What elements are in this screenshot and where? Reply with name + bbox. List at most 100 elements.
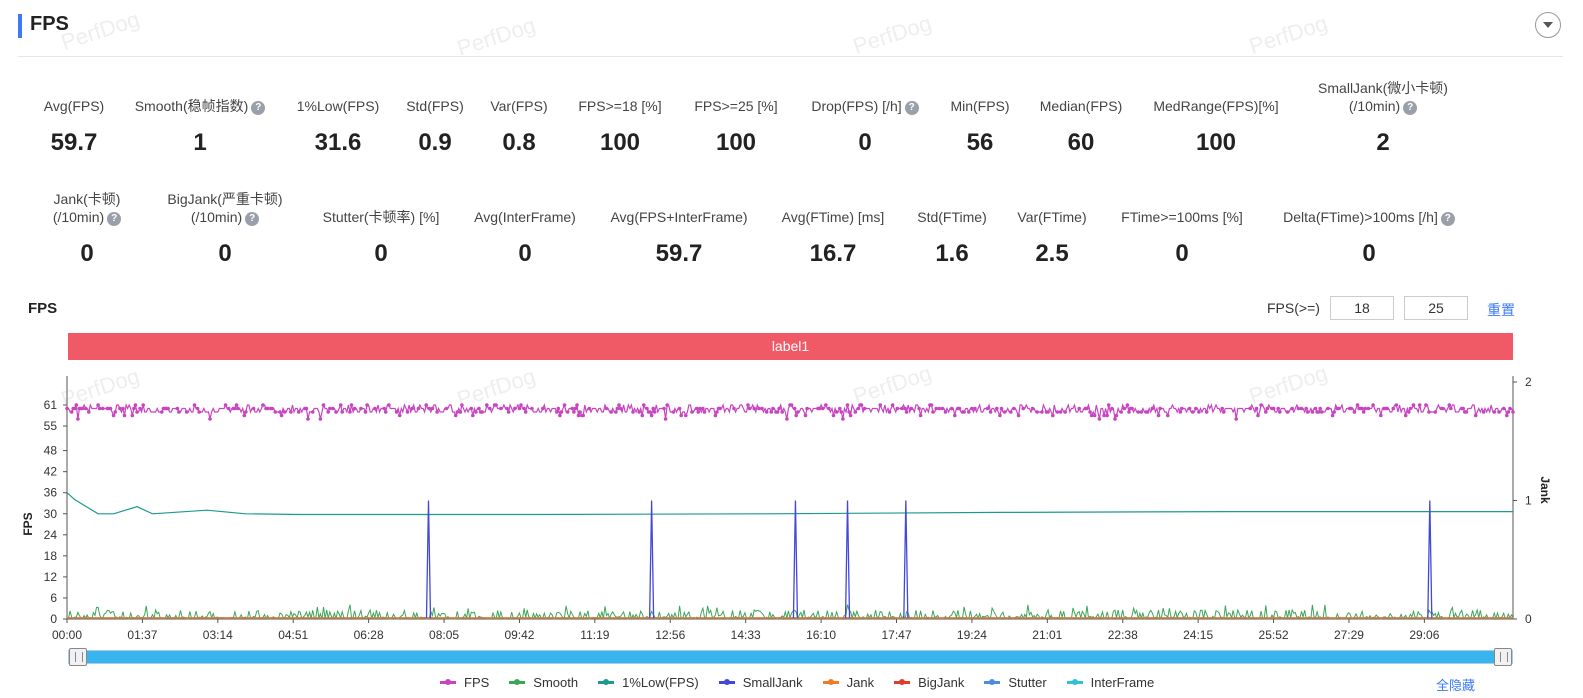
fps-point	[694, 406, 699, 411]
fps-point	[555, 410, 559, 414]
fps-point	[488, 406, 492, 411]
help-question-icon[interactable]: ?	[251, 101, 266, 115]
label-bar[interactable]: label1	[68, 333, 1513, 360]
y-tick-label-7: 42	[44, 465, 58, 479]
legend-item-bigjank[interactable]: BigJank	[894, 674, 964, 690]
fps-point	[477, 406, 481, 411]
help-question-icon[interactable]: ?	[1403, 101, 1418, 115]
fps-point	[746, 403, 750, 407]
fps-threshold-input-2[interactable]	[1404, 296, 1468, 320]
fps-point	[1259, 403, 1263, 407]
fps-point	[244, 410, 248, 414]
help-question-icon[interactable]: ?	[245, 212, 260, 226]
x-tick-label-6: 09:42	[504, 628, 534, 642]
fps-point	[1197, 410, 1201, 414]
fps-point	[1156, 413, 1161, 418]
stat-value: 60	[1067, 129, 1095, 156]
fps-point	[769, 410, 774, 414]
fps-point	[282, 410, 287, 414]
y-axis-label: FPS	[21, 512, 35, 535]
slider-handle-right[interactable]	[1494, 648, 1512, 666]
stat-label: FPS>=25 [%]	[694, 98, 778, 114]
fps-point	[848, 413, 853, 418]
fps-point	[949, 406, 954, 411]
fps-point	[1136, 410, 1141, 414]
time-range-slider[interactable]	[68, 650, 1513, 664]
fps-point	[122, 413, 127, 418]
fps-point	[573, 406, 578, 411]
fps-point	[460, 403, 464, 407]
fps-point	[827, 406, 831, 411]
help-question-icon[interactable]: ?	[904, 101, 919, 115]
fps-point	[1085, 406, 1089, 411]
fps-point	[609, 410, 613, 414]
stat-stats_row1-4: Var(FPS) 0.8	[409, 97, 629, 157]
help-question-icon[interactable]: ?	[1440, 212, 1455, 226]
fps-point	[416, 406, 421, 411]
fps-point	[1316, 410, 1321, 414]
small-jank-spike-1	[648, 500, 655, 619]
fps-point	[328, 406, 332, 411]
legend-swatch-icon	[984, 678, 1001, 685]
help-question-icon[interactable]: ?	[107, 212, 122, 226]
slider-handle-left[interactable]	[69, 648, 87, 666]
fps-point	[937, 406, 942, 411]
fps-point	[1063, 410, 1067, 414]
stat-label: Std(FTime)	[917, 209, 987, 225]
fps-point	[1285, 410, 1290, 414]
fps-point	[233, 406, 237, 411]
fps-point	[565, 410, 570, 414]
x-tick-label-4: 06:28	[354, 628, 384, 642]
legend-item-stutter[interactable]: Stutter	[984, 674, 1047, 690]
stat-stats_row2-0: Jank(卡顿) (/10min)? 0	[0, 190, 197, 268]
fps-point	[967, 410, 971, 414]
fps-point	[931, 410, 935, 414]
fps-point	[953, 413, 957, 418]
hide-all-link[interactable]: 全隐藏	[1436, 678, 1476, 693]
fps-point	[310, 410, 315, 414]
stat-value: 0	[1362, 240, 1376, 267]
legend-label: Jank	[846, 674, 875, 690]
legend-item-interframe[interactable]: InterFrame	[1066, 674, 1154, 690]
fps-point	[1505, 413, 1509, 418]
fps-point	[453, 413, 458, 418]
legend-item-jank[interactable]: Jank	[822, 674, 875, 690]
stat-stats_row1-1: Smooth(稳帧指数)? 1	[90, 97, 310, 157]
fps-point	[820, 406, 825, 411]
fps-point	[522, 406, 526, 411]
stat-stats_row2-2: Stutter(卡顿率) [%] 0	[271, 208, 491, 268]
fps-threshold-input-1[interactable]	[1330, 296, 1394, 320]
legend-item-fps[interactable]: FPS	[440, 674, 489, 690]
legend-item-smooth[interactable]: Smooth	[509, 674, 578, 690]
x-tick-label-16: 25:52	[1259, 628, 1289, 642]
fps-point	[348, 410, 352, 414]
fps-point	[862, 406, 867, 411]
fps-point	[1361, 410, 1366, 414]
fps-point	[909, 406, 914, 411]
fps-point	[780, 410, 784, 414]
x-tick-label-18: 29:06	[1409, 628, 1439, 642]
fps-point	[1385, 406, 1389, 411]
stat-label: FTime>=100ms [%]	[1121, 209, 1243, 225]
fps-point	[973, 406, 977, 411]
fps-point	[1447, 403, 1452, 407]
legend-item-smalljank[interactable]: SmallJank	[718, 674, 803, 690]
fps-point	[1352, 410, 1357, 414]
fps-point	[273, 410, 278, 414]
collapse-chevron-down-icon[interactable]	[1535, 12, 1561, 38]
reset-link[interactable]: 重置	[1487, 302, 1515, 318]
fps-point	[1106, 403, 1111, 407]
stat-stats_row1-5: FPS>=18 [%] 100	[510, 97, 730, 157]
legend-item-1-low-fps-[interactable]: 1%Low(FPS)	[598, 674, 699, 690]
fps-point	[785, 417, 789, 421]
stat-label: Avg(InterFrame)	[474, 209, 576, 225]
stat-stats_row2-3: Avg(InterFrame) 0	[415, 208, 635, 268]
fps-point	[1088, 410, 1092, 414]
fps-point	[715, 410, 719, 414]
fps-point	[523, 410, 528, 414]
stat-value: 56	[966, 129, 994, 156]
fps-point	[651, 406, 655, 411]
fps-point	[803, 413, 808, 418]
x-tick-label-15: 24:15	[1183, 628, 1213, 642]
